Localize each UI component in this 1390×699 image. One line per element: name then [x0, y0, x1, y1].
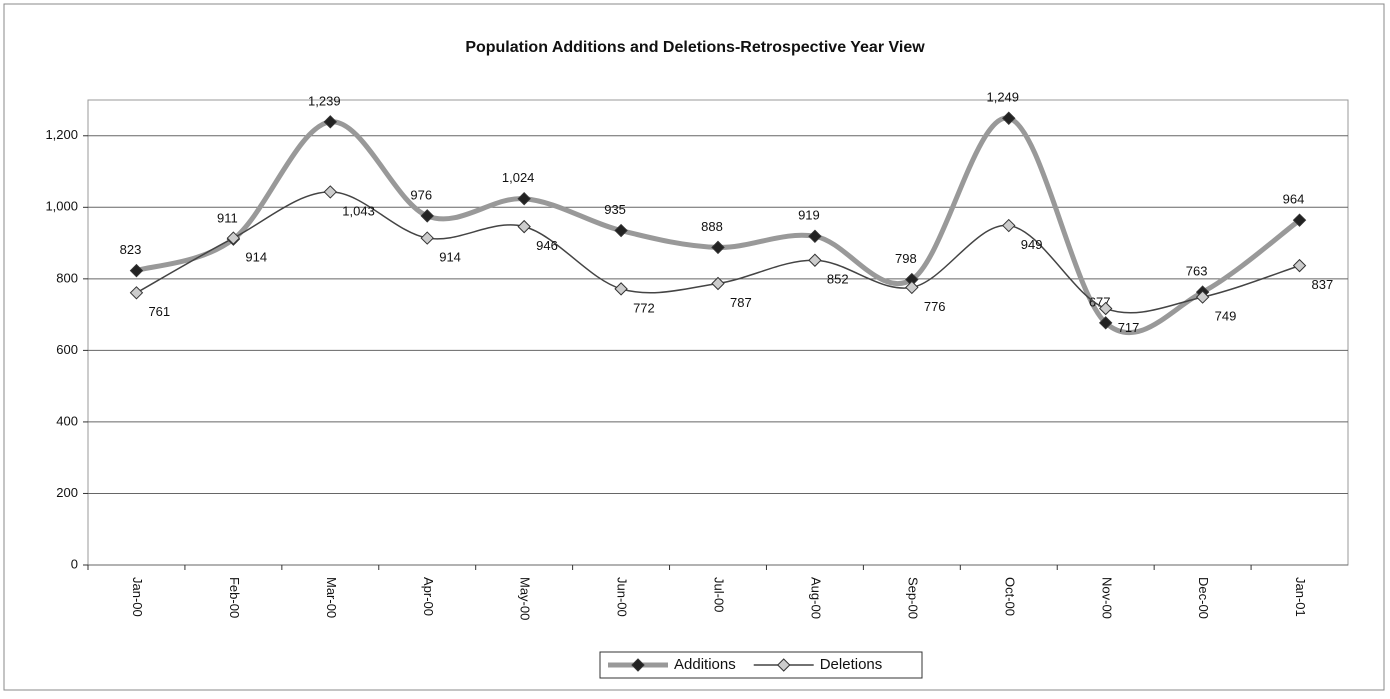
data-label: 911 — [217, 211, 238, 226]
marker — [420, 231, 434, 245]
legend-label: Additions — [674, 656, 736, 673]
data-label: 964 — [1283, 192, 1305, 207]
x-tick-label: Jan-01 — [1293, 577, 1308, 617]
y-tick-label: 800 — [56, 270, 78, 285]
marker — [323, 185, 338, 199]
x-tick-label: Mar-00 — [324, 577, 339, 618]
data-label: 1,249 — [986, 90, 1019, 105]
x-tick-label: Nov-00 — [1099, 577, 1114, 619]
marker — [808, 253, 822, 267]
data-label: 976 — [410, 187, 432, 202]
y-tick-label: 600 — [56, 342, 78, 357]
marker — [420, 209, 434, 223]
data-label: 776 — [924, 299, 946, 314]
marker — [1002, 218, 1016, 233]
x-tick-label: Feb-00 — [227, 577, 242, 618]
data-label: 717 — [1118, 320, 1140, 335]
marker — [517, 219, 531, 234]
data-label: 787 — [730, 295, 752, 310]
y-tick-label: 1,000 — [45, 199, 78, 214]
data-label: 852 — [827, 272, 849, 287]
data-label: 749 — [1215, 309, 1237, 324]
y-tick-label: 200 — [56, 485, 78, 500]
x-tick-label: Jun-00 — [615, 577, 630, 617]
data-label: 837 — [1312, 277, 1334, 292]
marker — [1098, 316, 1113, 330]
data-label: 914 — [245, 250, 267, 265]
y-tick-label: 400 — [56, 413, 78, 428]
legend-marker — [631, 658, 645, 672]
x-tick-label: Oct-00 — [1002, 577, 1017, 616]
data-label: 888 — [701, 219, 723, 234]
marker — [808, 229, 822, 243]
x-tick-label: May-00 — [518, 577, 533, 620]
data-label: 798 — [895, 251, 917, 266]
data-label: 946 — [536, 238, 558, 253]
x-tick-label: Dec-00 — [1196, 577, 1211, 619]
data-label: 763 — [1186, 264, 1208, 279]
marker — [1292, 258, 1307, 273]
data-label: 949 — [1021, 237, 1043, 252]
marker — [517, 192, 531, 206]
data-label: 1,043 — [342, 203, 375, 218]
legend-marker — [777, 658, 791, 672]
marker — [1292, 213, 1307, 227]
marker — [226, 231, 241, 245]
marker — [323, 115, 338, 129]
data-label: 772 — [633, 300, 655, 315]
marker — [1098, 301, 1113, 316]
marker — [711, 276, 725, 291]
x-tick-label: Aug-00 — [808, 577, 823, 619]
data-label: 823 — [120, 242, 142, 257]
y-tick-label: 0 — [71, 556, 78, 571]
data-label: 1,024 — [502, 170, 535, 185]
marker — [614, 282, 628, 296]
data-label: 761 — [148, 304, 170, 319]
marker — [1002, 111, 1016, 125]
x-tick-label: Jan-00 — [130, 577, 145, 617]
marker — [129, 286, 144, 300]
y-tick-label: 1,200 — [45, 127, 78, 142]
marker — [614, 223, 628, 238]
x-tick-label: Apr-00 — [421, 577, 436, 616]
x-tick-label: Jul-00 — [712, 577, 727, 612]
chart-border — [3, 3, 1385, 691]
x-tick-label: Sep-00 — [905, 577, 920, 619]
data-label: 1,239 — [308, 93, 341, 108]
chart-title: Population Additions and Deletions-Retro… — [465, 39, 925, 56]
marker — [711, 240, 725, 255]
data-label: 914 — [439, 250, 461, 265]
legend-label: Deletions — [820, 656, 883, 673]
marker — [905, 280, 919, 295]
data-label: 935 — [604, 202, 626, 217]
marker — [1195, 290, 1210, 304]
data-label: 919 — [798, 208, 820, 223]
marker — [129, 263, 144, 278]
